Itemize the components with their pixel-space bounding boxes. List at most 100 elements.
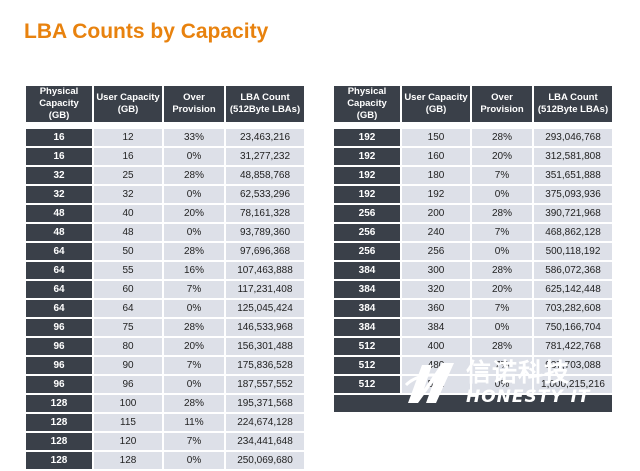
- over-provision-cell: 0%: [164, 452, 224, 469]
- table-row: 256 200 28% 390,721,968: [334, 205, 612, 222]
- lba-count-cell: 703,282,608: [534, 300, 612, 317]
- over-provision-cell: 16%: [164, 262, 224, 279]
- user-capacity-cell: 360: [402, 300, 470, 317]
- physical-capacity-cell: 96: [26, 376, 92, 393]
- physical-capacity-cell: 192: [334, 186, 400, 203]
- table-row: 512 400 28% 781,422,768: [334, 338, 612, 355]
- table-row: 256 256 0% 500,118,192: [334, 243, 612, 260]
- table-row: 128 128 0% 250,069,680: [26, 452, 304, 469]
- table-row: 32 25 28% 48,858,768: [26, 167, 304, 184]
- header-user-capacity: User Capacity (GB): [94, 86, 162, 122]
- header-over-provision: Over Provision: [164, 86, 224, 122]
- physical-capacity-cell: 64: [26, 281, 92, 298]
- physical-capacity-cell: 128: [26, 452, 92, 469]
- over-provision-cell: 28%: [472, 129, 532, 146]
- page-title: LBA Counts by Capacity: [24, 20, 269, 43]
- table-row: 128 115 11% 224,674,128: [26, 414, 304, 431]
- logo-chinese-text: 信诺科技: [466, 358, 571, 387]
- physical-capacity-cell: 192: [334, 148, 400, 165]
- physical-capacity-cell: 16: [26, 148, 92, 165]
- lba-count-cell: 97,696,368: [226, 243, 304, 260]
- physical-capacity-cell: 384: [334, 281, 400, 298]
- over-provision-cell: 28%: [472, 205, 532, 222]
- over-provision-cell: 7%: [164, 281, 224, 298]
- table-row: 96 90 7% 175,836,528: [26, 357, 304, 374]
- physical-capacity-cell: 384: [334, 319, 400, 336]
- user-capacity-cell: 320: [402, 281, 470, 298]
- user-capacity-cell: 50: [94, 243, 162, 260]
- spacer-row: [26, 124, 304, 127]
- lba-count-cell: 1,000,215,216: [534, 376, 612, 393]
- lba-count-cell: 117,231,408: [226, 281, 304, 298]
- table-row: 128 120 7% 234,441,648: [26, 433, 304, 450]
- over-provision-cell: 20%: [164, 205, 224, 222]
- physical-capacity-cell: 128: [26, 414, 92, 431]
- over-provision-cell: 0%: [164, 224, 224, 241]
- user-capacity-cell: 25: [94, 167, 162, 184]
- lba-count-cell: 250,069,680: [226, 452, 304, 469]
- over-provision-cell: 28%: [164, 243, 224, 260]
- physical-capacity-cell: 48: [26, 205, 92, 222]
- physical-capacity-cell: 96: [26, 338, 92, 355]
- user-capacity-cell: 16: [94, 148, 162, 165]
- over-provision-cell: 0%: [472, 376, 532, 393]
- lba-count-cell: 78,161,328: [226, 205, 304, 222]
- physical-capacity-cell: 256: [334, 243, 400, 260]
- table-row: 96 96 0% 187,557,552: [26, 376, 304, 393]
- lba-count-cell: 175,836,528: [226, 357, 304, 374]
- lba-count-cell: 312,581,808: [534, 148, 612, 165]
- table-row: 16 16 0% 31,277,232: [26, 148, 304, 165]
- lba-count-cell: 187,557,552: [226, 376, 304, 393]
- physical-capacity-cell: 64: [26, 300, 92, 317]
- user-capacity-cell: 256: [402, 243, 470, 260]
- lba-count-cell: 625,142,448: [534, 281, 612, 298]
- table-row: 384 320 20% 625,142,448: [334, 281, 612, 298]
- lba-count-cell: 125,045,424: [226, 300, 304, 317]
- physical-capacity-cell: 384: [334, 262, 400, 279]
- table-row: 512 480 7% 937,703,088: [334, 357, 612, 374]
- physical-capacity-cell: 96: [26, 357, 92, 374]
- over-provision-cell: 20%: [472, 281, 532, 298]
- user-capacity-cell: 96: [94, 376, 162, 393]
- lba-count-cell: 375,093,936: [534, 186, 612, 203]
- table-row: 384 360 7% 703,282,608: [334, 300, 612, 317]
- user-capacity-cell: 64: [94, 300, 162, 317]
- physical-capacity-cell: 192: [334, 167, 400, 184]
- table-row: 64 64 0% 125,045,424: [26, 300, 304, 317]
- table-row: 256 240 7% 468,862,128: [334, 224, 612, 241]
- table-row: 384 300 28% 586,072,368: [334, 262, 612, 279]
- physical-capacity-cell: 128: [26, 433, 92, 450]
- table-row: 48 40 20% 78,161,328: [26, 205, 304, 222]
- user-capacity-cell: 115: [94, 414, 162, 431]
- user-capacity-cell: 480: [402, 357, 470, 374]
- user-capacity-cell: 120: [94, 433, 162, 450]
- logo-english-text: HONESTY IT: [466, 387, 591, 407]
- lba-count-cell: 351,651,888: [534, 167, 612, 184]
- table-row: 384 384 0% 750,166,704: [334, 319, 612, 336]
- user-capacity-cell: 240: [402, 224, 470, 241]
- lba-count-cell: 31,277,232: [226, 148, 304, 165]
- physical-capacity-cell: 32: [26, 167, 92, 184]
- user-capacity-cell: 12: [94, 129, 162, 146]
- header-physical-capacity: Physical Capacity (GB): [26, 86, 92, 122]
- spacer-row: [334, 124, 612, 127]
- table-row: 48 48 0% 93,789,360: [26, 224, 304, 241]
- user-capacity-cell: 90: [94, 357, 162, 374]
- lba-count-cell: 224,674,128: [226, 414, 304, 431]
- user-capacity-cell: 32: [94, 186, 162, 203]
- user-capacity-cell: 180: [402, 167, 470, 184]
- lba-count-cell: 23,463,216: [226, 129, 304, 146]
- user-capacity-cell: 80: [94, 338, 162, 355]
- physical-capacity-cell: 128: [26, 395, 92, 412]
- header-lba-count: LBA Count (512Byte LBAs): [226, 86, 304, 122]
- over-provision-cell: 28%: [472, 338, 532, 355]
- over-provision-cell: 7%: [472, 167, 532, 184]
- table-row: 96 80 20% 156,301,488: [26, 338, 304, 355]
- physical-capacity-cell: 512: [334, 338, 400, 355]
- user-capacity-cell: 150: [402, 129, 470, 146]
- over-provision-cell: 7%: [164, 357, 224, 374]
- physical-capacity-cell: 48: [26, 224, 92, 241]
- over-provision-cell: 28%: [164, 319, 224, 336]
- physical-capacity-cell: 512: [334, 376, 400, 393]
- physical-capacity-cell: 64: [26, 243, 92, 260]
